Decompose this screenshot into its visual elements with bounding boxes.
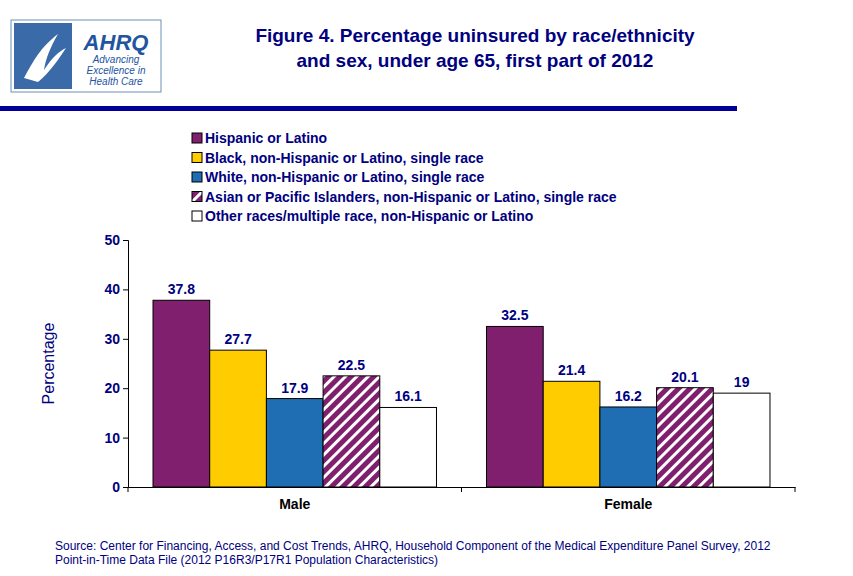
bar [600,407,657,487]
x-tick-label: Male [279,496,310,512]
title: Figure 4. Percentage uninsured by race/e… [255,25,695,46]
y-tick-mark [123,240,128,241]
logo-name: AHRQ [83,30,149,55]
x-divider [461,487,462,492]
bar [380,407,437,487]
y-axis: 0 10 20 30 40 50 [104,232,128,495]
legend-swatch [192,133,202,143]
x-tick-label: Female [604,496,652,512]
bar [543,381,600,487]
legend-label: Other races/multiple race, non-Hispanic … [205,208,533,224]
legend-label: White, non-Hispanic or Latino, single ra… [205,169,484,185]
series [210,350,600,487]
bar [153,300,210,487]
logo-emblem [14,23,72,89]
y-tick-label: 40 [104,281,120,297]
data-label: 22.5 [338,357,365,373]
source-note: Source: Center for Financing, Access, an… [55,539,771,553]
title: and sex, under age 65, first part of 201… [297,50,654,71]
data-label: 32.5 [501,307,528,323]
series [153,300,543,487]
x-divider [128,487,129,492]
logo-tagline: Excellence in [87,65,146,76]
bar [266,399,323,487]
x-axis: Male Female [129,488,796,512]
legend-label: Hispanic or Latino [205,130,327,146]
y-axis-title: Percentage [40,322,57,404]
logo-eagle [24,34,66,82]
legend-swatch [192,172,202,182]
x-tick: Male [279,496,310,512]
data-label: 37.8 [168,281,195,297]
y-tick-mark [123,487,128,488]
y-tick: 50 [104,232,128,248]
y-tick-mark [123,339,128,340]
logo-tagline: Advancing [92,54,140,65]
data-labels: 37.8 32.5 27.7 21.4 17.9 16.2 22.5 20.1 16.1 19 [168,281,750,404]
series [323,376,713,487]
y-tick-label: 50 [104,232,120,248]
data-label: 16.2 [615,388,642,404]
legend: Hispanic or Latino Black, non-Hispanic or… [192,130,617,224]
logo-tagline: Health Care [89,76,143,87]
y-tick-label: 10 [104,430,120,446]
data-label: 17.9 [281,380,308,396]
y-tick: 20 [104,380,128,396]
y-tick-mark [123,438,128,439]
bar [713,393,770,487]
data-label: 20.1 [671,369,698,385]
y-tick: 10 [104,430,128,446]
bar [487,326,544,487]
legend-swatch [192,153,202,163]
data-label: 27.7 [224,331,251,347]
y-tick: 40 [104,281,128,297]
y-tick-label: 30 [104,331,120,347]
logo-frame [11,20,161,92]
data-label: 16.1 [395,388,422,404]
y-axis-line [123,241,129,488]
bar [657,388,714,487]
y-tick-mark [123,289,128,290]
y-tick: 0 [112,479,128,495]
legend-swatch [192,192,202,202]
legend-label: Asian or Pacific Islanders, non-Hispanic… [205,189,617,205]
x-tick: Female [604,496,652,512]
bars [153,300,770,487]
y-tick: 30 [104,331,128,347]
header-rule [0,106,737,111]
y-tick-label: 20 [104,380,120,396]
source-note: Point-in-Time Data File (2012 P16R3/P17R… [55,553,438,567]
data-label: 21.4 [558,362,585,378]
legend-swatch [192,211,202,221]
x-divider [795,487,796,492]
chart: AHRQAdvancingExcellence inHealth Care Fig… [0,0,853,576]
bar [210,350,267,487]
legend-label: Black, non-Hispanic or Latino, single ra… [205,150,484,166]
bar [323,376,380,487]
y-tick-label: 0 [112,479,120,495]
data-label: 19 [734,374,750,390]
y-tick-mark [123,388,128,389]
logo: AHRQAdvancingExcellence inHealth Care [11,20,161,92]
series [380,393,770,487]
